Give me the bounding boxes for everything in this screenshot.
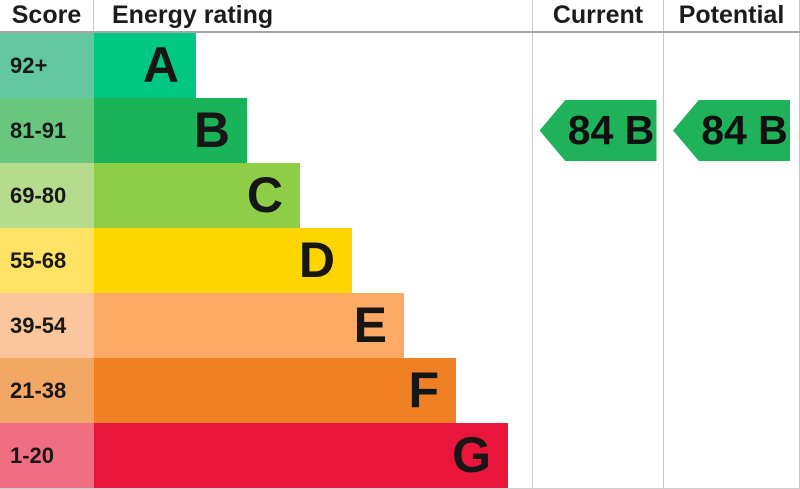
potential-cell	[663, 358, 800, 423]
band-bar: G	[94, 423, 508, 488]
band-row: 69-80 C	[0, 163, 800, 228]
band-score-range: 39-54	[0, 293, 94, 358]
band-letter: G	[452, 426, 491, 483]
band-score-range: 21-38	[0, 358, 94, 423]
band-row: 55-68 D	[0, 228, 800, 293]
band-row: 21-38 F	[0, 358, 800, 423]
potential-rating-arrow: 84 B	[673, 100, 790, 161]
header-score: Score	[0, 0, 94, 31]
potential-rating-arrow-value: 84 B	[701, 107, 788, 153]
band-bar-cell: C	[94, 163, 532, 228]
band-bar-cell: B	[94, 98, 532, 163]
current-cell: 84 B	[532, 98, 663, 163]
band-letter: F	[408, 361, 439, 418]
band-letter: C	[246, 166, 283, 223]
header-energy-rating: Energy rating	[112, 1, 274, 29]
band-score-range: 69-80	[0, 163, 94, 228]
band-bar: F	[94, 358, 456, 423]
band-bar-cell: F	[94, 358, 532, 423]
band-row: 1-20 G	[0, 423, 800, 488]
band-letter: D	[298, 231, 335, 288]
current-rating-arrow-value: 84 B	[567, 107, 655, 153]
band-bar-cell: G	[94, 423, 532, 488]
band-bar-cell: A	[94, 33, 532, 98]
band-bar-cell: E	[94, 293, 532, 358]
potential-cell	[663, 228, 800, 293]
header-row: Score Energy rating Current Potential	[0, 0, 800, 33]
band-bar: B	[94, 98, 247, 163]
band-row: 81-91 B 84 B 84 B	[0, 98, 800, 163]
band-score-range: 1-20	[0, 423, 94, 488]
current-cell	[532, 423, 663, 488]
band-bar-cell: D	[94, 228, 532, 293]
current-rating-arrow: 84 B	[539, 100, 657, 161]
band-bar: C	[94, 163, 300, 228]
potential-cell	[663, 33, 800, 98]
band-row: 92+ A	[0, 33, 800, 98]
potential-cell	[663, 163, 800, 228]
current-cell	[532, 358, 663, 423]
potential-cell: 84 B	[663, 98, 800, 163]
header-potential: Potential	[663, 0, 800, 31]
band-letter: A	[142, 36, 179, 93]
current-cell	[532, 228, 663, 293]
current-cell	[532, 293, 663, 358]
band-bar: A	[94, 33, 196, 98]
header-current: Current	[532, 0, 663, 31]
band-score-range: 55-68	[0, 228, 94, 293]
bands-area: 92+ A 81-91 B 84 B 84 B 69-80	[0, 33, 800, 488]
band-row: 39-54 E	[0, 293, 800, 358]
potential-cell	[663, 293, 800, 358]
band-letter: E	[353, 296, 387, 353]
band-score-range: 92+	[0, 33, 94, 98]
band-bar: D	[94, 228, 352, 293]
current-cell	[532, 163, 663, 228]
band-bar: E	[94, 293, 404, 358]
band-letter: B	[193, 101, 230, 158]
current-cell	[532, 33, 663, 98]
band-score-range: 81-91	[0, 98, 94, 163]
potential-cell	[663, 423, 800, 488]
